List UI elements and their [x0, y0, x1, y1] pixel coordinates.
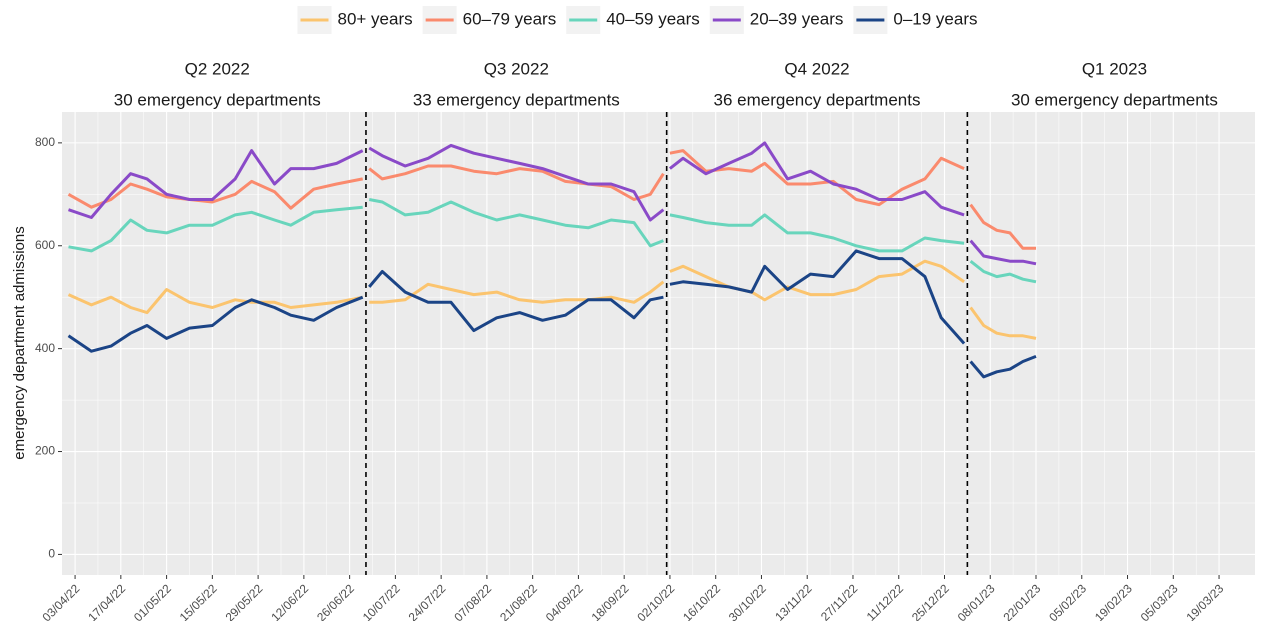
- legend-label: 80+ years: [338, 9, 413, 28]
- panel-title: Q4 2022: [784, 59, 849, 78]
- x-tick-label: 05/03/23: [1138, 581, 1181, 621]
- x-tick-label: 10/07/22: [360, 581, 403, 621]
- x-tick-label: 18/09/22: [589, 581, 632, 621]
- x-tick-label: 17/04/22: [85, 581, 128, 621]
- x-tick-label: 19/02/23: [1092, 581, 1135, 621]
- y-tick-label: 800: [35, 135, 55, 149]
- series-line: [67, 259, 1037, 340]
- x-tick-label: 07/08/22: [451, 581, 494, 621]
- x-tick-label: 29/05/22: [223, 581, 266, 621]
- x-tick-label: 25/12/22: [909, 581, 952, 621]
- x-tick-label: 21/08/22: [497, 581, 540, 621]
- x-tick-label: 15/05/22: [177, 581, 220, 621]
- y-tick-label: 600: [35, 238, 55, 252]
- y-tick-label: 0: [48, 547, 55, 561]
- panel-subtitle: 33 emergency departments: [413, 90, 620, 109]
- panel-subtitle: 36 emergency departments: [714, 90, 921, 109]
- panel-subtitle: 30 emergency departments: [114, 90, 321, 109]
- x-tick-label: 13/11/22: [772, 581, 815, 621]
- legend-label: 60–79 years: [463, 9, 557, 28]
- x-tick-label: 11/12/22: [864, 581, 907, 621]
- panel-title: Q2 2022: [185, 59, 250, 78]
- panel-title: Q1 2023: [1082, 59, 1147, 78]
- x-tick-label: 27/11/22: [818, 581, 861, 621]
- y-tick-label: 400: [35, 341, 55, 355]
- series-line: [68, 198, 1037, 284]
- x-tick-label: 05/02/23: [1046, 581, 1089, 621]
- plot-panel: [62, 112, 1255, 575]
- series-line: [67, 249, 1037, 379]
- y-axis-label: emergency department admissions: [11, 226, 28, 459]
- legend-label: 40–59 years: [606, 9, 700, 28]
- x-tick-label: 01/05/22: [131, 581, 174, 621]
- x-tick-label: 03/04/22: [40, 581, 83, 621]
- series-line: [67, 149, 1036, 250]
- panel-title: Q3 2022: [484, 59, 549, 78]
- y-tick-label: 200: [35, 444, 55, 458]
- legend: 80+ years 60–79 years 40–59 years 20–39 yea…: [297, 6, 978, 34]
- x-tick-label: 26/06/22: [314, 581, 357, 621]
- series-line: [68, 141, 1037, 266]
- x-tick-label: 16/10/22: [680, 581, 723, 621]
- x-tick-label: 08/01/23: [955, 581, 998, 621]
- x-tick-label: 30/10/22: [726, 581, 769, 621]
- x-tick-label: 02/10/22: [634, 581, 677, 621]
- x-tick-label: 04/09/22: [543, 581, 586, 621]
- x-tick-label: 12/06/22: [268, 581, 311, 621]
- legend-label: 0–19 years: [893, 9, 977, 28]
- legend-label: 20–39 years: [750, 9, 844, 28]
- x-tick-label: 24/07/22: [406, 581, 449, 621]
- x-tick-label: 19/03/23: [1183, 581, 1226, 621]
- x-tick-label: 22/01/23: [1000, 581, 1043, 621]
- panel-subtitle: 30 emergency departments: [1011, 90, 1218, 109]
